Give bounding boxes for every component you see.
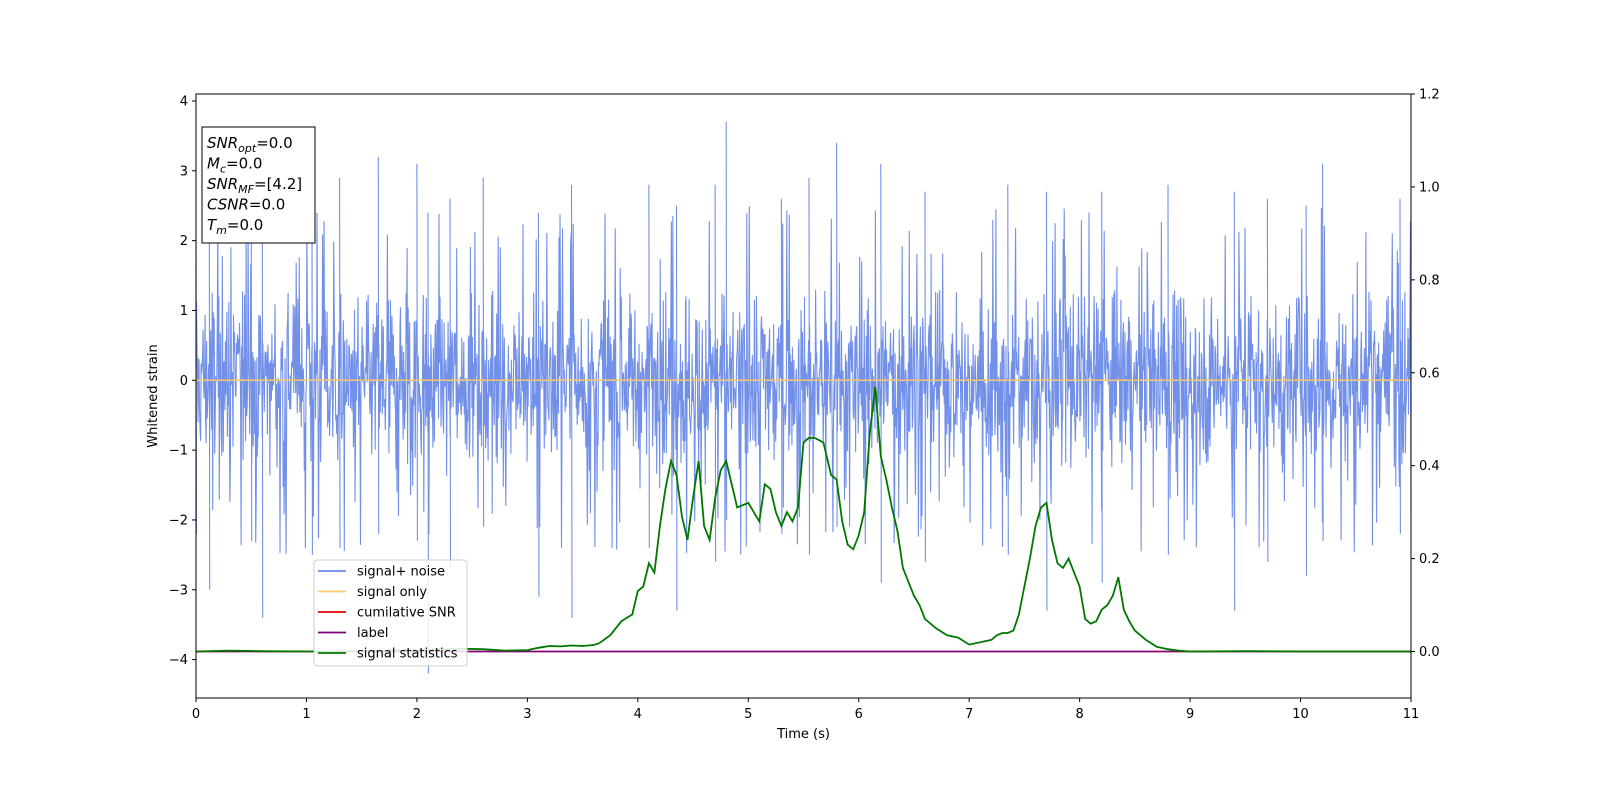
x-axis: 0 1 2 3 4 5 6 7 8 9 10 11	[192, 698, 1419, 722]
annotation-symbol: SNR	[207, 134, 238, 152]
legend-label: signal+ noise	[357, 565, 445, 580]
legend-frame	[313, 559, 468, 667]
x-tick-label: 9	[1186, 707, 1194, 722]
y-tick-label: 2	[180, 234, 188, 249]
stats-annotation-box: SNRopt=0.0Mc=0.0SNRMF=[4.2]CSNR=0.0Tm=0.…	[201, 126, 316, 244]
annotation-value: =0.0	[256, 134, 292, 152]
y-tick-label: −2	[169, 513, 188, 528]
annotation-line: SNRMF=[4.2]	[207, 175, 302, 196]
axes-frame	[195, 93, 1412, 699]
annotation-line: CSNR=0.0	[207, 196, 285, 214]
annotation-symbol: CSNR	[207, 196, 249, 214]
annotation-value: =0.0	[226, 155, 262, 173]
series-line-signal-statistics	[196, 386, 1411, 653]
annotation-symbol: T	[207, 216, 218, 234]
y-tick-label: 1	[180, 304, 188, 319]
x-axis-label: Time (s)	[776, 727, 830, 742]
annotation-subscript: opt	[238, 142, 257, 155]
x-tick-label: 3	[523, 707, 531, 722]
annotation-subscript: MF	[238, 183, 254, 196]
y2-tick-label: 0.8	[1419, 273, 1440, 288]
x-tick-label: 7	[965, 707, 973, 722]
x-tick-label: 4	[634, 707, 642, 722]
annotation-value: =0.0	[249, 196, 285, 214]
y-tick-label: −4	[169, 653, 188, 668]
annotation-subscript: c	[220, 163, 226, 176]
y-tick-label: 3	[180, 164, 188, 179]
legend-label: signal statistics	[357, 647, 458, 662]
x-tick-label: 11	[1403, 707, 1420, 722]
legend-label: signal only	[357, 585, 427, 600]
y2-tick-label: 1.2	[1419, 88, 1440, 103]
y-axis-left: −4 −3 −2 −1 0 1 2 3 4	[169, 94, 196, 668]
annotation-frame	[201, 126, 316, 244]
x-tick-label: 10	[1292, 707, 1309, 722]
x-tick-label: 2	[413, 707, 421, 722]
annotation-value: =0.0	[227, 216, 263, 234]
x-tick-label: 8	[1075, 707, 1083, 722]
legend-label: cumilative SNR	[357, 606, 456, 621]
y-tick-label: 0	[180, 374, 188, 389]
y-tick-label: −3	[169, 583, 188, 598]
annotation-symbol: M	[207, 155, 220, 173]
annotation-line: Mc=0.0	[207, 155, 262, 176]
x-tick-label: 1	[302, 707, 310, 722]
legend: signal+ noise signal only cumilative SNR la…	[313, 559, 468, 667]
annotation-subscript: m	[216, 224, 227, 237]
x-tick-label: 6	[855, 707, 863, 722]
y2-tick-label: 0.6	[1419, 366, 1440, 381]
annotation-line: SNRopt=0.0	[207, 134, 293, 155]
annotation-symbol: SNR	[207, 175, 238, 193]
y-tick-label: −1	[169, 444, 188, 459]
y2-tick-label: 0.2	[1419, 552, 1440, 567]
y-axis-label: Whitened strain	[146, 344, 161, 447]
y-axis-right: 0.0 0.2 0.4 0.6 0.8 1.0 1.2	[1411, 88, 1440, 660]
y2-tick-label: 0.4	[1419, 459, 1440, 474]
annotation-line: Tm=0.0	[207, 216, 263, 237]
y2-tick-label: 0.0	[1419, 645, 1440, 660]
x-tick-label: 0	[192, 707, 200, 722]
y-tick-label: 4	[180, 94, 188, 109]
x-tick-label: 5	[744, 707, 752, 722]
legend-label: label	[357, 626, 388, 641]
annotation-value: =[4.2]	[254, 175, 302, 193]
y2-tick-label: 1.0	[1419, 180, 1440, 195]
